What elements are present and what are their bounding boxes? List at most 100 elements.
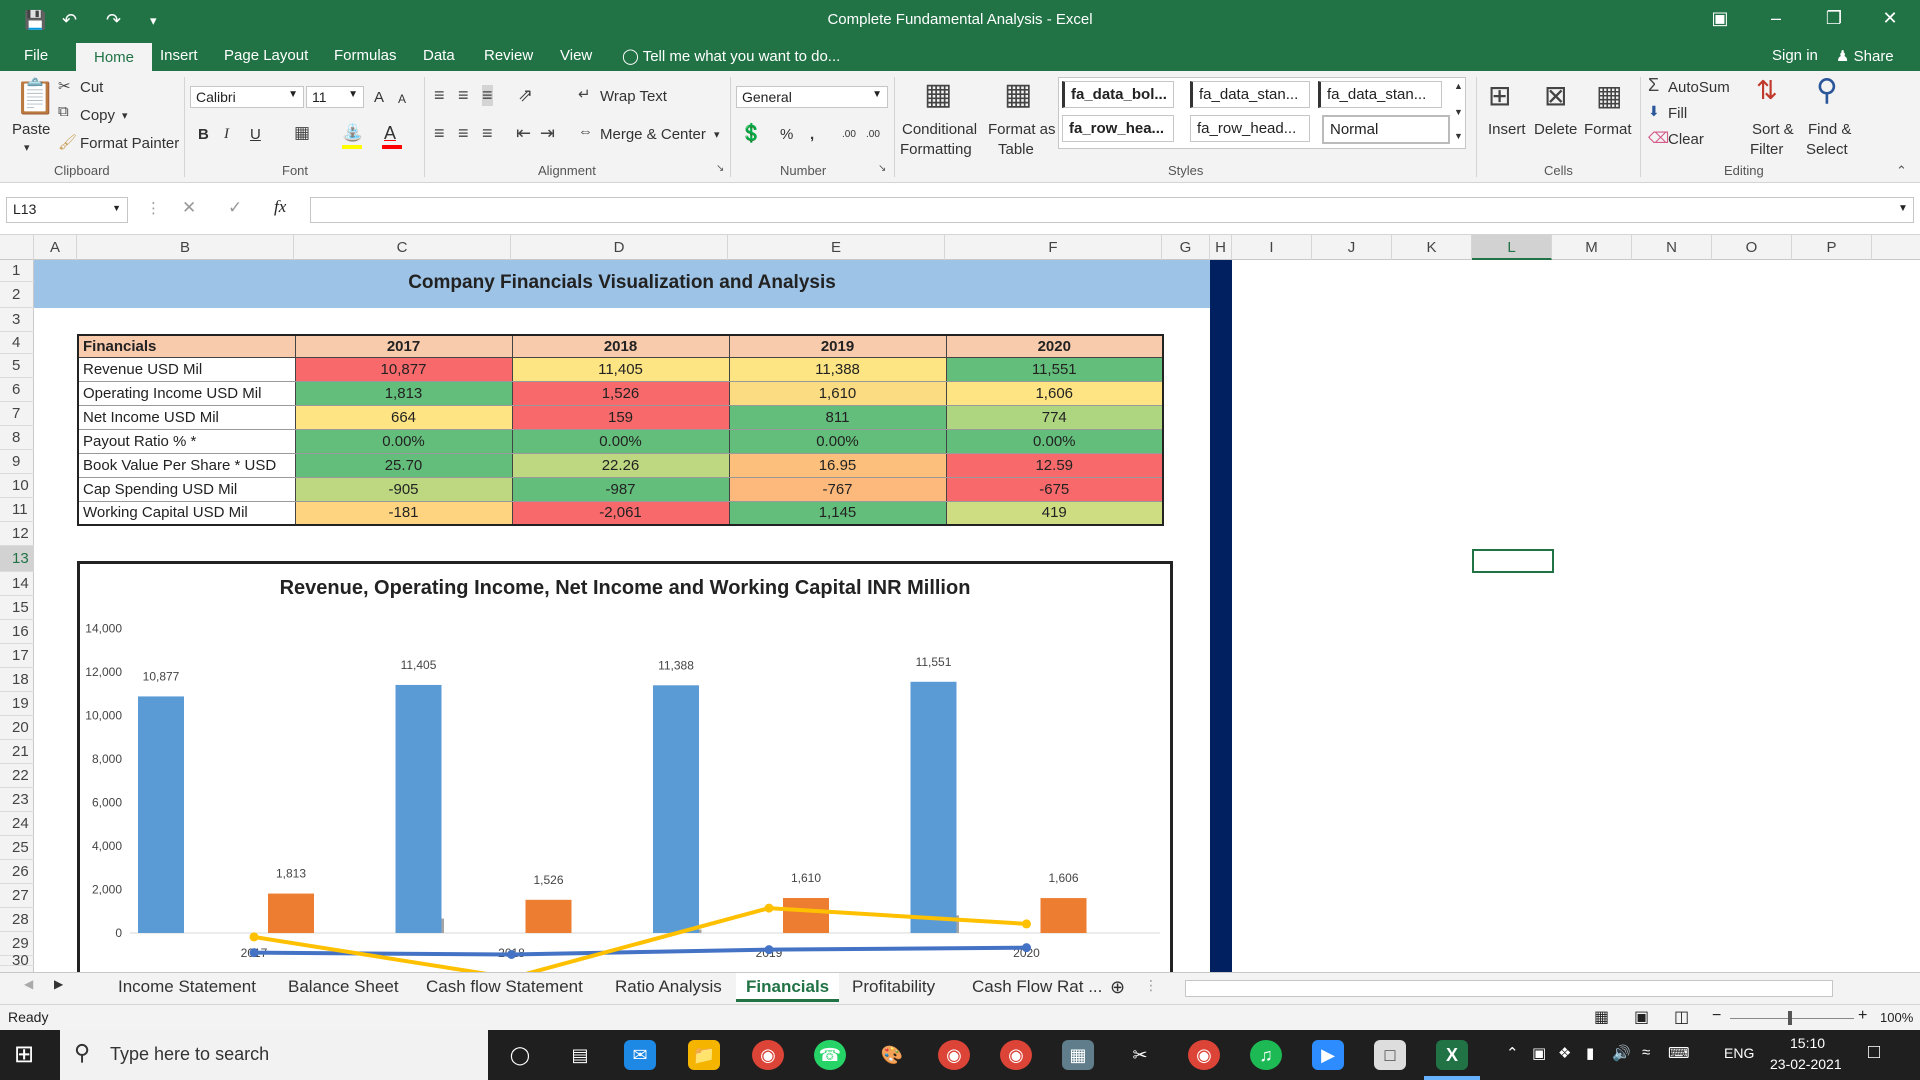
row-header[interactable]: 6 (0, 378, 34, 402)
language-indicator[interactable]: ENG (1724, 1045, 1755, 1061)
worksheet[interactable]: Company Financials Visualization and Ana… (34, 260, 1896, 972)
row-header[interactable]: 23 (0, 788, 34, 812)
sheet-tab-balance-sheet[interactable]: Balance Sheet (288, 977, 399, 996)
value-cell[interactable]: -905 (295, 477, 513, 502)
row-header[interactable]: 25 (0, 836, 34, 860)
row-label-cell[interactable]: Operating Income USD Mil (78, 381, 296, 406)
close-icon[interactable]: ✕ (1882, 8, 1898, 28)
row-header[interactable]: 7 (0, 402, 34, 426)
column-header[interactable]: G (1162, 235, 1210, 260)
table-header-cell[interactable]: 2020 (946, 335, 1164, 358)
add-sheet-icon[interactable]: ⊕ (1110, 977, 1126, 997)
insert-cells-button[interactable]: Insert (1488, 121, 1526, 138)
row-header[interactable]: 3 (0, 308, 34, 332)
align-right-icon[interactable]: ≡ (482, 123, 493, 143)
selected-cell[interactable] (1472, 549, 1554, 573)
paste-dropdown-icon[interactable]: ▾ (24, 142, 30, 154)
redo-icon[interactable]: ↷ (106, 10, 122, 30)
value-cell[interactable]: 0.00% (729, 429, 947, 454)
minimize-icon[interactable]: – (1770, 8, 1781, 28)
clock-time[interactable]: 15:10 (1790, 1035, 1826, 1051)
value-cell[interactable]: 10,877 (295, 357, 513, 382)
fill-button[interactable]: Fill (1668, 105, 1688, 122)
paste-button[interactable]: Paste (12, 121, 51, 138)
column-header[interactable]: D (511, 235, 728, 260)
underline-button[interactable]: U (250, 126, 261, 143)
value-cell[interactable]: -767 (729, 477, 947, 502)
value-cell[interactable]: 16.95 (729, 453, 947, 478)
row-header[interactable]: 9 (0, 450, 34, 474)
number-launcher-icon[interactable]: ↘ (878, 163, 887, 174)
style-normal[interactable]: Normal (1322, 115, 1450, 144)
tab-data[interactable]: Data (423, 47, 455, 64)
decrease-indent-icon[interactable]: ⇤ (516, 123, 532, 143)
chrome-icon[interactable]: ◉ (752, 1040, 784, 1070)
style-fa-row-head[interactable]: fa_row_head... (1190, 115, 1310, 142)
enter-icon[interactable]: ✓ (228, 198, 243, 217)
sheet-tab-profitability[interactable]: Profitability (852, 977, 936, 996)
alignment-launcher-icon[interactable]: ↘ (716, 163, 725, 174)
row-header[interactable]: 20 (0, 716, 34, 740)
sheet-tab-cash-flow-rat[interactable]: Cash Flow Rat ... (972, 977, 1103, 996)
row-header[interactable]: 18 (0, 668, 34, 692)
row-header[interactable]: 13 (0, 546, 34, 572)
wifi-icon[interactable]: ≈ (1642, 1044, 1651, 1061)
row-header[interactable]: 28 (0, 908, 34, 932)
row-label-cell[interactable]: Cap Spending USD Mil (78, 477, 296, 502)
share-button[interactable]: ♟ Share (1836, 47, 1894, 65)
row-header[interactable]: 8 (0, 426, 34, 450)
copy-dropdown-icon[interactable]: ▾ (122, 110, 128, 122)
autosum-button[interactable]: AutoSum (1668, 79, 1730, 96)
row-label-cell[interactable]: Book Value Per Share * USD (78, 453, 296, 478)
fill-color-icon[interactable]: ⛲ (342, 123, 364, 142)
decrease-decimal-button[interactable]: .00 (866, 129, 880, 140)
chrome-profile-3-icon[interactable]: ◉ (1000, 1040, 1032, 1070)
snipping-tool-icon[interactable]: ✂ (1132, 1045, 1148, 1065)
zoom-slider-thumb[interactable] (1788, 1011, 1792, 1025)
value-cell[interactable]: 25.70 (295, 453, 513, 478)
sheet-tab-income-statement[interactable]: Income Statement (118, 977, 256, 996)
table-header-cell[interactable]: 2017 (295, 335, 513, 358)
speaker-icon[interactable]: 🔊 (1612, 1045, 1631, 1062)
column-header[interactable]: H (1210, 235, 1232, 260)
sort-filter-line1[interactable]: Sort & (1752, 121, 1794, 138)
row-header[interactable]: 12 (0, 522, 34, 546)
file-explorer-icon[interactable]: 📁 (688, 1040, 720, 1070)
middle-align-icon[interactable]: ≡ (458, 85, 469, 105)
column-header[interactable]: M (1552, 235, 1632, 260)
row-label-cell[interactable]: Net Income USD Mil (78, 405, 296, 430)
spotify-icon[interactable]: ♫ (1250, 1040, 1282, 1070)
cortana-icon[interactable]: ◯ (509, 1045, 531, 1065)
row-header[interactable]: 24 (0, 812, 34, 836)
value-cell[interactable]: 11,551 (946, 357, 1164, 382)
italic-button[interactable]: I (224, 126, 229, 142)
row-header[interactable]: 21 (0, 740, 34, 764)
number-format-dropdown[interactable]: General ▼ (736, 86, 888, 108)
value-cell[interactable]: 811 (729, 405, 947, 430)
restore-icon[interactable]: ❐ (1825, 8, 1843, 28)
page-break-view-icon[interactable]: ◫ (1674, 1009, 1690, 1026)
column-header[interactable]: O (1712, 235, 1792, 260)
tab-insert[interactable]: Insert (160, 47, 198, 64)
row-header[interactable]: 16 (0, 620, 34, 644)
font-color-icon[interactable]: A (384, 123, 397, 143)
zoom-in-icon[interactable]: + (1858, 1007, 1868, 1024)
format-as-table-line2[interactable]: Table (998, 141, 1034, 158)
taskbar-search[interactable]: ⚲ Type here to search (60, 1030, 488, 1080)
zoom-out-icon[interactable]: − (1712, 1007, 1722, 1024)
value-cell[interactable]: 419 (946, 501, 1164, 526)
value-cell[interactable]: -181 (295, 501, 513, 526)
tab-view[interactable]: View (560, 47, 593, 64)
sheet-tab-ratio-analysis[interactable]: Ratio Analysis (615, 977, 722, 996)
styles-scroll-down-icon[interactable]: ▼ (1454, 107, 1463, 117)
zoom-slider[interactable] (1730, 1018, 1854, 1019)
cut-button[interactable]: Cut (80, 79, 104, 96)
row-header[interactable]: 19 (0, 692, 34, 716)
value-cell[interactable]: 774 (946, 405, 1164, 430)
table-header-cell[interactable]: Financials (78, 335, 296, 358)
sheet-tab-financials[interactable]: Financials (736, 973, 840, 1002)
zoom-app-icon[interactable]: ▶ (1312, 1040, 1344, 1070)
value-cell[interactable]: 1,606 (946, 381, 1164, 406)
row-label-cell[interactable]: Working Capital USD Mil (78, 501, 296, 526)
format-painter-button[interactable]: Format Painter (80, 135, 180, 152)
